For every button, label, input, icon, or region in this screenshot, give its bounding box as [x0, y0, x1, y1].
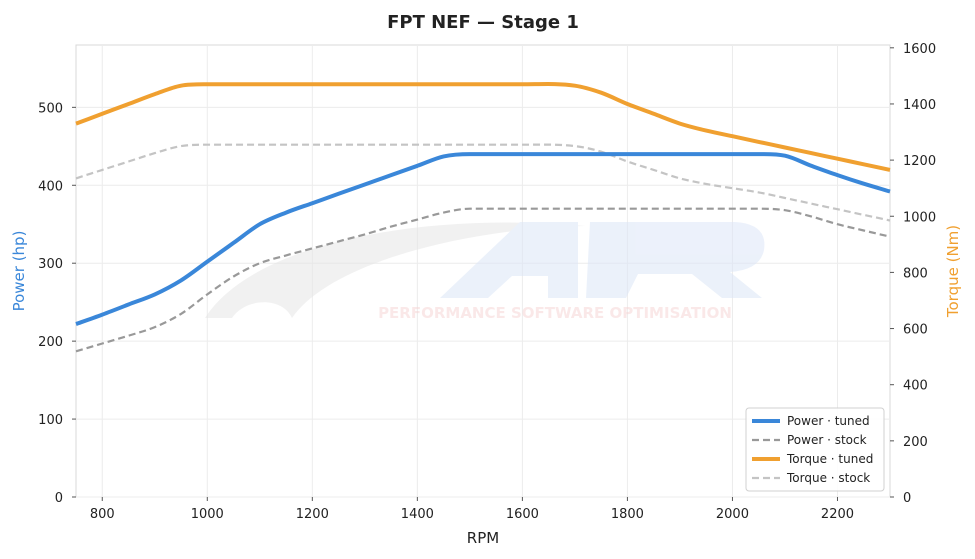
y-left-tick-label: 300: [38, 257, 63, 272]
series-line-power-stock: [75, 207, 891, 353]
legend-label-torque-tuned: Torque · tuned: [786, 452, 873, 466]
y-right-tick-label: 1400: [903, 98, 936, 113]
chart-title: FPT NEF — Stage 1: [387, 12, 579, 33]
y-axis-left-title: Power (hp): [10, 231, 28, 312]
y-right-tick-label: 400: [903, 379, 928, 394]
y-right-tick-label: 1600: [903, 42, 936, 57]
y-left-tick-label: 100: [38, 413, 63, 428]
y-axis-right-title: Torque (Nm): [944, 225, 962, 318]
x-axis-title: RPM: [467, 529, 499, 547]
x-tick-label: 1800: [611, 507, 644, 522]
y-right-tick-label: 200: [903, 435, 928, 450]
series-layer: [75, 82, 891, 353]
y-left-tick-label: 400: [38, 179, 63, 194]
x-tick-label: 1200: [296, 507, 329, 522]
x-tick-label: 1400: [401, 507, 434, 522]
watermark-text: PERFORMANCE SOFTWARE OPTIMISATION: [378, 304, 732, 322]
series-line-torque-tuned: [75, 82, 891, 172]
y-left-tick-label: 0: [55, 491, 63, 506]
series-line-torque-stock: [75, 143, 891, 222]
x-tick-label: 1000: [191, 507, 224, 522]
watermark-letter-r: [586, 222, 765, 298]
legend-label-power-stock: Power · stock: [787, 433, 867, 447]
watermark-letter-a: [440, 222, 578, 298]
y-right-tick-label: 0: [903, 491, 911, 506]
watermark-swoosh: [205, 222, 585, 318]
x-tick-label: 2000: [716, 507, 749, 522]
watermark: PERFORMANCE SOFTWARE OPTIMISATION: [205, 222, 765, 322]
y-left-tick-label: 200: [38, 335, 63, 350]
x-tick-label: 2200: [821, 507, 854, 522]
series-line-power-tuned: [75, 152, 891, 326]
x-tick-label: 800: [90, 507, 115, 522]
legend: Power · tuned Power · stock Torque · tuned…: [745, 407, 885, 492]
legend-label-power-tuned: Power · tuned: [787, 414, 870, 428]
y-right-tick-label: 1200: [903, 154, 936, 169]
x-axis: 800 1000 1200 1400 1600 1800 2000 2200: [90, 497, 854, 522]
legend-box: [745, 407, 885, 492]
legend-label-torque-stock: Torque · stock: [786, 471, 870, 485]
y-right-tick-label: 1000: [903, 210, 936, 225]
y-right-tick-label: 800: [903, 266, 928, 281]
y-right-tick-label: 600: [903, 323, 928, 338]
y-axis-right: 0 200 400 600 800 1000 1200 1400 1600: [890, 42, 936, 506]
y-axis-left: 0 100 200 300 400 500: [38, 101, 76, 506]
y-left-tick-label: 500: [38, 101, 63, 116]
x-tick-label: 1600: [506, 507, 539, 522]
